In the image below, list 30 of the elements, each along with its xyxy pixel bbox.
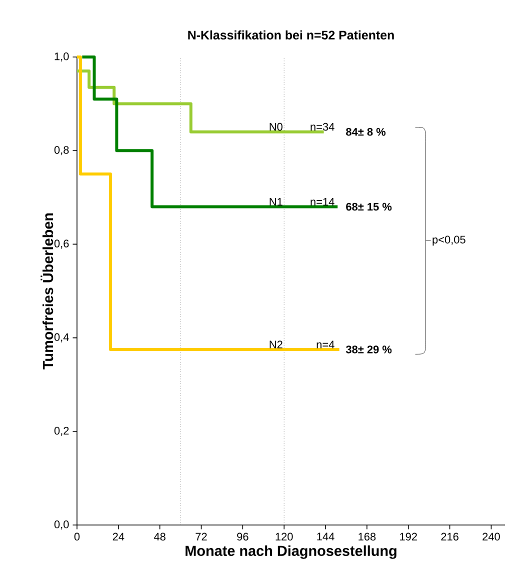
y-tick-label: 0,4 — [54, 333, 69, 342]
x-tick-label: 48 — [154, 532, 166, 541]
chart-title: N-Klassifikation bei n=52 Patienten — [188, 30, 394, 40]
annotation: 38± 29 % — [346, 346, 392, 354]
series-label: N1 — [270, 198, 282, 206]
x-tick-label: 0 — [74, 532, 80, 541]
x-tick-label: 120 — [276, 532, 293, 541]
annotation: 84± 8 % — [346, 128, 386, 136]
annotation: p<0,05 — [432, 236, 466, 246]
series-label: N0 — [270, 122, 282, 131]
annotation: n=34 — [310, 122, 334, 131]
x-tick-label: 216 — [441, 532, 458, 541]
y-tick-label: 1,0 — [54, 52, 69, 62]
y-tick-label: 0,2 — [54, 426, 69, 436]
x-tick-label: 72 — [196, 532, 207, 540]
annotation: n=14 — [310, 198, 334, 206]
y-axis-title: Tumorfreies Überleben — [40, 213, 54, 370]
series-label: N2 — [270, 340, 282, 348]
x-tick-label: 240 — [482, 532, 500, 541]
y-tick-label: 0,8 — [54, 146, 69, 156]
x-tick-label: 192 — [400, 532, 417, 541]
y-tick-label: 0,6 — [54, 240, 69, 249]
x-tick-label: 168 — [358, 532, 376, 541]
x-tick-label: 24 — [112, 532, 124, 540]
x-axis-title: Monate nach Diagnosestellung — [186, 545, 396, 559]
annotation: n=4 — [316, 340, 334, 348]
y-tick-label: 0,0 — [54, 520, 69, 530]
x-tick-label: 144 — [317, 532, 334, 540]
x-tick-label: 96 — [237, 532, 248, 541]
annotation: 68± 15 % — [346, 202, 392, 211]
